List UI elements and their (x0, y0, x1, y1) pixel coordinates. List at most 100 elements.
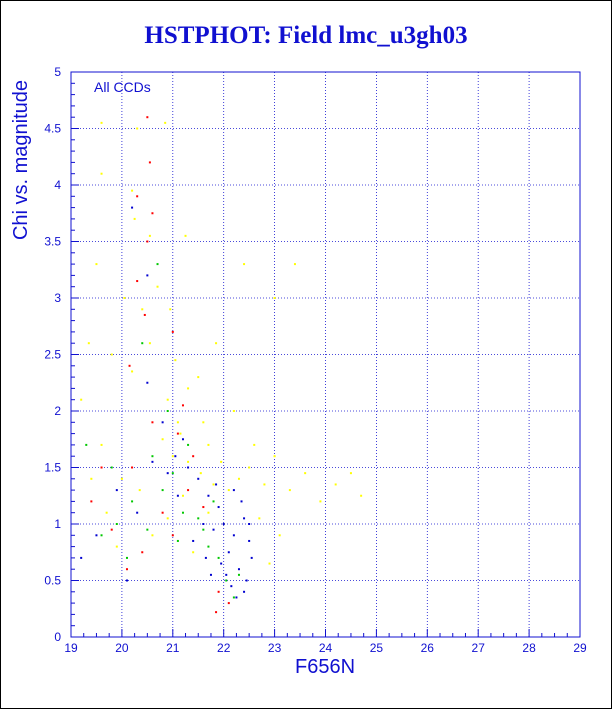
y-tick-label: 0 (54, 630, 61, 644)
data-point (207, 443, 210, 446)
data-point (215, 483, 218, 486)
data-point (120, 477, 123, 480)
data-point (243, 590, 246, 593)
data-point (349, 472, 352, 475)
data-point (87, 342, 90, 345)
data-point (293, 263, 296, 266)
data-point (232, 410, 235, 412)
data-point (151, 455, 154, 458)
data-point (215, 611, 218, 614)
data-point (204, 556, 207, 559)
data-point (141, 342, 144, 345)
data-point (171, 455, 174, 458)
y-tick-labels: 0 0.5 1 1.5 2 2.5 3 3.5 4 4.5 5 (44, 65, 61, 644)
data-point (110, 353, 113, 356)
data-point (131, 189, 134, 192)
data-point (212, 483, 215, 486)
data-point (230, 585, 233, 588)
data-point (248, 539, 251, 542)
data-point (215, 342, 218, 345)
data-point (166, 398, 169, 401)
x-tick-label: 20 (115, 641, 129, 655)
data-point (151, 212, 154, 215)
x-tick-label: 19 (64, 641, 78, 655)
data-point (243, 263, 246, 266)
data-point (136, 280, 139, 283)
data-point (148, 342, 151, 345)
data-point (151, 534, 154, 537)
data-point (156, 285, 159, 288)
data-point (187, 443, 190, 446)
data-point (131, 500, 134, 503)
data-point (334, 483, 337, 486)
y-tick-label: 4.5 (44, 122, 61, 136)
data-point (278, 534, 281, 537)
y-tick-label: 3.5 (44, 235, 61, 249)
data-point (187, 387, 190, 390)
data-point (202, 528, 205, 531)
data-point (125, 568, 128, 571)
data-point (197, 376, 200, 379)
data-point (95, 534, 98, 537)
data-point (232, 489, 235, 492)
data-point (243, 517, 246, 520)
data-point (156, 263, 159, 266)
y-tick-label: 3 (54, 291, 61, 305)
data-point (141, 308, 144, 311)
x-tick-label: 21 (166, 641, 180, 655)
data-point (237, 477, 240, 480)
data-point (176, 421, 179, 424)
y-axis-title: Chi vs. magnitude (10, 80, 32, 240)
data-point (169, 308, 172, 311)
data-point (100, 121, 103, 124)
x-tick-label: 25 (370, 641, 384, 655)
data-point (217, 556, 220, 559)
annotation-all-ccds: All CCDs (94, 79, 151, 95)
data-point (245, 579, 248, 582)
data-point (181, 438, 184, 441)
data-point (176, 539, 179, 542)
data-point (176, 494, 179, 497)
data-point (90, 500, 93, 503)
data-point (136, 195, 139, 198)
data-point (288, 489, 291, 492)
data-point (179, 432, 182, 435)
data-point (90, 477, 93, 480)
data-point (105, 511, 108, 514)
data-point (222, 523, 225, 525)
data-point (125, 556, 128, 559)
data-point (250, 556, 253, 559)
data-point (148, 234, 151, 237)
data-point (197, 477, 200, 480)
data-point (174, 455, 177, 458)
data-points (80, 116, 363, 614)
data-point (192, 455, 195, 458)
data-point (166, 410, 169, 412)
data-point (235, 596, 238, 599)
grid-lines (70, 71, 581, 638)
data-point (192, 551, 195, 554)
y-tick-label: 5 (54, 65, 61, 79)
data-point (161, 421, 164, 424)
data-point (115, 523, 118, 525)
data-point (209, 573, 212, 576)
data-point (319, 500, 322, 503)
data-point (248, 466, 251, 469)
data-point (171, 330, 174, 333)
data-point (115, 489, 118, 492)
data-point (143, 313, 146, 316)
data-point (131, 370, 134, 373)
chart-title: HSTPHOT: Field lmc_u3gh03 (144, 22, 468, 49)
data-point (192, 539, 195, 542)
data-point (136, 511, 139, 514)
data-point (161, 438, 164, 441)
data-point (174, 359, 177, 362)
data-point (237, 568, 240, 571)
data-point (187, 466, 190, 469)
data-point (181, 404, 184, 407)
data-point (360, 494, 363, 497)
data-point (146, 528, 149, 531)
data-point (217, 590, 220, 593)
data-point (141, 551, 144, 554)
